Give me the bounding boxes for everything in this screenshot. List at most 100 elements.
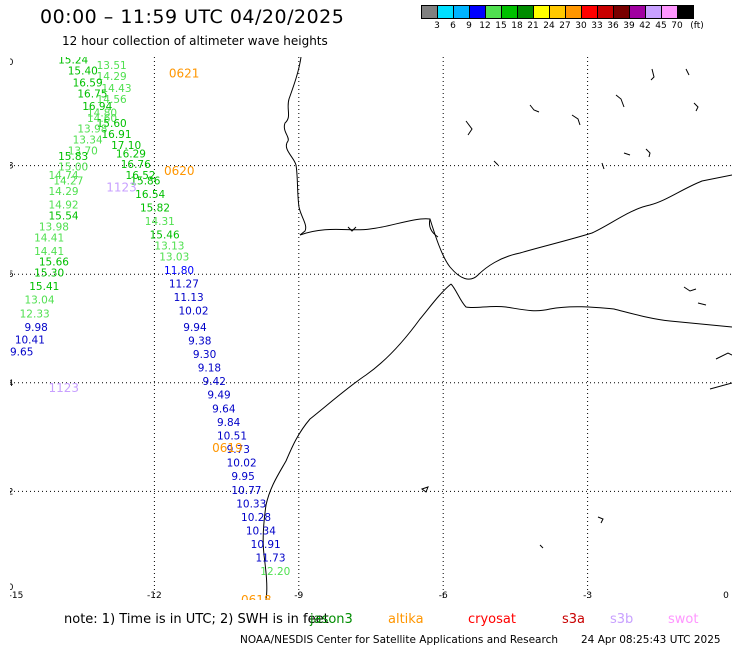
- satellite-legend: jason3 altika cryosat s3a s3b swot: [0, 612, 740, 630]
- observation-values: 15.24 13.5115.4014.2916.5914.4316.7514.56…: [10, 57, 290, 578]
- satellite-legend-item: cryosat: [468, 612, 516, 627]
- wave-height-value: 10.34: [246, 525, 276, 537]
- graticule: [10, 57, 732, 600]
- wave-height-value: 15.46: [150, 230, 180, 242]
- wave-height-value: 16.91: [101, 129, 131, 141]
- wave-height-value: 13.70: [68, 145, 98, 157]
- wave-height-value: 14.31: [145, 216, 175, 228]
- scale-swatch: [629, 5, 646, 19]
- wave-height-value: 16.59: [73, 78, 103, 90]
- wave-height-value: 9.38: [188, 335, 211, 347]
- scale-swatch: [469, 5, 486, 19]
- wave-height-value: 9.18: [198, 363, 221, 375]
- scale-swatch: [581, 5, 598, 19]
- wave-height-value: 13.13: [154, 240, 184, 252]
- wave-height-value: 15.83: [58, 151, 88, 163]
- wave-height-value: 14.43: [101, 83, 131, 95]
- wave-height-value: 14.29: [49, 186, 79, 198]
- wave-height-value: 9.30: [193, 349, 216, 361]
- scale-label: 70: [671, 21, 683, 31]
- wave-height-value: 15.24: [58, 57, 88, 67]
- wave-height-value: 10.77: [231, 485, 261, 497]
- wave-height-value: 13.98: [77, 124, 107, 136]
- scale-label: 42: [639, 21, 651, 31]
- scale-label: 36: [607, 21, 619, 31]
- pass-time-label: 1123: [106, 180, 137, 194]
- longitude-tick-label: -3: [583, 591, 592, 600]
- latitude-tick-label: 32: [10, 487, 13, 497]
- balearic-1: [683, 286, 697, 292]
- satellite-legend-item: s3b: [610, 612, 634, 627]
- scale-unit: (ft): [690, 21, 704, 31]
- scale-swatch: [661, 5, 678, 19]
- scale-swatch: [597, 5, 614, 19]
- scale-label: 12: [479, 21, 491, 31]
- scale-swatch: [421, 5, 438, 19]
- altimeter-map: -15-12-9-6-30403836343230 15.2413.5115.4…: [10, 57, 732, 600]
- east-coast-extension: [709, 382, 732, 390]
- scale-label: 33: [591, 21, 603, 31]
- balearic-2: [697, 302, 707, 306]
- wave-height-value: 14.60: [87, 113, 117, 125]
- wave-height-value: 14.92: [49, 200, 79, 212]
- east-spain-isle-2: [623, 152, 631, 156]
- color-scale-labels: 3 6 9 12 15 18 21 24 27 30 33 36 39 42 45 70 (ft): [421, 19, 704, 33]
- latitude-tick-label: 38: [10, 162, 14, 172]
- wave-height-value: 16.76: [121, 159, 151, 171]
- page-subtitle: 12 hour collection of altimeter wave hei…: [62, 34, 328, 48]
- azores-rock: [420, 486, 429, 493]
- scale-label: 39: [623, 21, 635, 31]
- north-spain-isle-3: [650, 68, 655, 81]
- wave-height-value: 15.40: [68, 66, 98, 78]
- longitude-tick-label: 0: [723, 591, 729, 600]
- morocco-coast: [450, 283, 732, 328]
- wave-height-value: 9.42: [203, 376, 226, 388]
- satellite-legend-item: swot: [668, 612, 699, 627]
- wave-height-value: 16.75: [77, 88, 107, 100]
- scale-label: 21: [527, 21, 539, 31]
- wave-height-value: 9.94: [183, 322, 207, 334]
- east-coast-extension-2: [715, 352, 732, 360]
- east-spain-isle-1: [645, 148, 651, 158]
- satellite-legend-item: altika: [388, 612, 424, 627]
- scale-swatch: [565, 5, 582, 19]
- wave-height-value: 10.41: [15, 334, 45, 346]
- wave-height-value: 14.80: [87, 107, 117, 119]
- wave-height-value: 12.20: [260, 566, 290, 578]
- latitude-tick-label: 30: [10, 583, 14, 593]
- wave-height-value: 9.65: [10, 346, 33, 358]
- color-scale-swatches: [421, 5, 694, 19]
- scale-label: 9: [466, 21, 472, 31]
- wave-height-value: 14.41: [34, 232, 64, 244]
- scale-label: 27: [559, 21, 571, 31]
- iberia-south-coast: [299, 174, 732, 280]
- latitude-tick-label: 34: [10, 379, 14, 389]
- wave-height-value: 9.95: [231, 471, 254, 483]
- wave-height-value: 11.13: [174, 292, 204, 304]
- wave-height-value: 10.28: [241, 512, 271, 524]
- north-spain-isle-5: [693, 102, 699, 112]
- page-title: 00:00 – 11:59 UTC 04/20/2025: [40, 6, 345, 28]
- wave-height-value: 15.60: [97, 118, 127, 130]
- scale-swatch: [485, 5, 502, 19]
- pass-time-label: 0618: [241, 593, 272, 600]
- wave-height-value: 11.80: [164, 265, 194, 277]
- scale-swatch: [613, 5, 630, 19]
- scale-swatch: [453, 5, 470, 19]
- axis-labels: -15 -12 -9 -6 -3 0 40 38 36 34 32 30: [10, 58, 729, 600]
- wave-height-value: 15.66: [39, 257, 69, 269]
- generated-timestamp: 24 Apr 08:25:43 UTC 2025: [581, 634, 721, 646]
- note-text: note: 1) Time is in UTC; 2) SWH is in fe…: [64, 612, 329, 627]
- latitude-tick-label: 40: [10, 58, 14, 68]
- longitude-tick-label: -6: [439, 591, 448, 600]
- cadiz-cape: [347, 226, 357, 232]
- longitude-tick-label: -9: [294, 591, 303, 600]
- wave-height-value: 16.54: [135, 189, 165, 201]
- wave-height-value: 9.49: [207, 390, 230, 402]
- east-spain-isle-6: [571, 114, 581, 126]
- scale-label: 45: [655, 21, 667, 31]
- wave-height-value: 15.41: [29, 281, 59, 293]
- east-spain-isle-5: [529, 104, 540, 113]
- north-spain-isle-1: [465, 120, 473, 136]
- latitude-tick-label: 36: [10, 270, 14, 280]
